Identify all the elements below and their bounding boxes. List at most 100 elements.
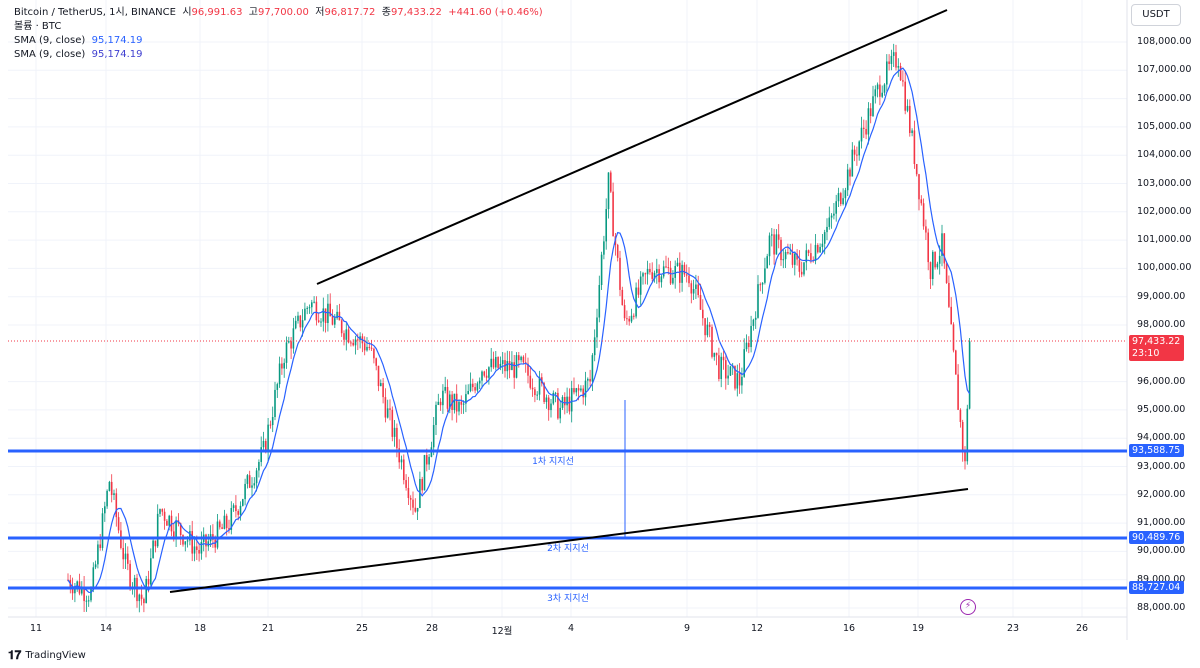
- candle-body: [927, 232, 929, 263]
- candle-body: [817, 244, 819, 253]
- candle-body: [276, 384, 279, 390]
- candle-body: [922, 203, 925, 227]
- candle-body: [444, 386, 446, 391]
- candle-body: [244, 483, 246, 500]
- candle-body: [421, 478, 423, 491]
- candle-body: [92, 567, 95, 590]
- high-label: 고: [248, 7, 258, 18]
- volume-indicator[interactable]: 볼륨 · BTC: [14, 21, 62, 32]
- candle-body: [508, 361, 511, 371]
- candle-body: [660, 276, 663, 283]
- candle-body: [366, 346, 368, 351]
- candle-body: [235, 505, 237, 512]
- candle-body: [407, 487, 410, 499]
- candle-body: [904, 81, 906, 111]
- candle-body: [938, 255, 941, 264]
- current-price: 97,433.22: [1132, 336, 1181, 347]
- candle-body: [469, 383, 472, 391]
- candle-body: [867, 108, 870, 135]
- candle-body: [616, 244, 619, 258]
- sma-value: 95,174.19: [91, 49, 143, 60]
- candle-body: [814, 244, 817, 262]
- candle-body: [649, 268, 651, 273]
- candle-body: [610, 172, 612, 192]
- candle-body: [529, 375, 532, 388]
- bar-countdown: 23:10: [1132, 348, 1160, 359]
- candle-body: [600, 254, 603, 286]
- candle-body: [619, 257, 621, 290]
- sma-indicator-1[interactable]: SMA (9, close) 95,174.19: [14, 34, 543, 48]
- candle-body: [722, 356, 725, 361]
- candle-body: [690, 283, 693, 294]
- candle-body: [623, 305, 626, 319]
- candle-body: [849, 169, 851, 177]
- candle-body: [656, 269, 658, 273]
- candle-body: [363, 343, 366, 351]
- candle-body: [789, 252, 791, 254]
- candle-body: [662, 266, 665, 277]
- candle-body: [237, 511, 239, 515]
- candle-body: [791, 252, 794, 265]
- currency-button[interactable]: USDT: [1131, 4, 1181, 26]
- candle-body: [297, 315, 299, 321]
- open-label: 시: [182, 7, 192, 18]
- candle-body: [94, 564, 97, 568]
- candle-body: [895, 52, 897, 68]
- candle-body: [71, 587, 74, 594]
- candle-body: [846, 169, 849, 191]
- candle-body: [159, 509, 161, 514]
- candle-body: [416, 507, 419, 512]
- candle-body: [87, 600, 90, 602]
- close-value: 97,433.22: [390, 7, 442, 18]
- candle-body: [865, 128, 867, 135]
- candle-body: [757, 284, 759, 318]
- price-tick: 95,000.00: [1137, 403, 1186, 415]
- candle-body: [695, 284, 697, 289]
- time-tick: 4: [567, 623, 575, 634]
- candle-body: [483, 371, 486, 376]
- candle-body: [334, 318, 336, 325]
- candle-body: [520, 356, 522, 361]
- candle-body: [768, 235, 771, 257]
- time-tick: 28: [425, 623, 439, 634]
- candle-body: [154, 540, 157, 547]
- candle-body: [752, 319, 755, 326]
- candle-body: [879, 84, 881, 97]
- candle-body: [191, 531, 193, 554]
- candle-body: [485, 375, 488, 378]
- candle-body: [869, 108, 872, 117]
- candle-body: [419, 478, 421, 508]
- candle-body: [699, 294, 702, 310]
- candle-body: [851, 149, 854, 177]
- tradingview-logo[interactable]: 𝟏𝟕 TradingView: [8, 648, 86, 662]
- candle-body: [915, 164, 918, 175]
- sma-indicator-2[interactable]: SMA (9, close) 95,174.19: [14, 48, 543, 62]
- time-tick: 26: [1075, 623, 1089, 634]
- candle-body: [278, 363, 281, 385]
- time-tick: 23: [1006, 623, 1020, 634]
- candle-body: [462, 403, 465, 405]
- candle-body: [591, 355, 594, 382]
- candle-body: [713, 352, 716, 357]
- candle-body: [99, 544, 101, 548]
- candle-body: [506, 361, 509, 372]
- candle-body: [952, 324, 955, 351]
- candle-body: [106, 490, 108, 507]
- open-value: 96,991.63: [191, 7, 243, 18]
- candle-body: [467, 390, 469, 395]
- symbol-title: Bitcoin / TetherUS, 1시, BINANCE: [14, 7, 176, 18]
- candle-body: [934, 251, 936, 268]
- candle-body: [350, 342, 352, 344]
- candle-body: [725, 360, 727, 379]
- candle-body: [702, 309, 704, 319]
- time-tick: 21: [261, 623, 275, 634]
- candle-body: [136, 577, 138, 602]
- candle-body: [856, 154, 858, 156]
- price-tick: 93,000.00: [1137, 460, 1186, 472]
- sma-line: [67, 67, 971, 594]
- candle-body: [798, 259, 801, 272]
- candle-body: [780, 239, 782, 261]
- candle-body: [331, 316, 334, 325]
- lightning-icon[interactable]: ⚡: [960, 599, 976, 615]
